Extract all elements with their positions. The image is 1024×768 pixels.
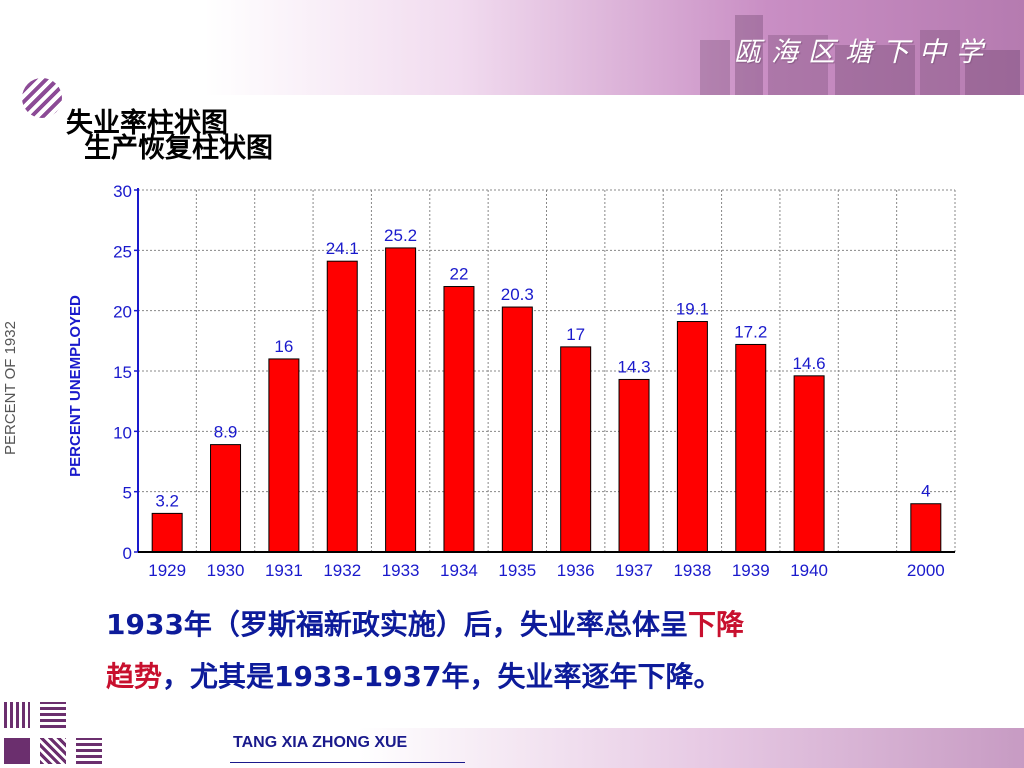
- x-tick-label: 1933: [382, 561, 420, 580]
- pattern-square-icon: [40, 738, 66, 764]
- value-label: 17: [566, 325, 585, 344]
- y-tick-label: 10: [113, 423, 132, 442]
- x-tick-label: 1929: [148, 561, 186, 580]
- bar: [735, 343, 767, 553]
- x-tick-label: 1934: [440, 561, 478, 580]
- bar: [793, 375, 825, 553]
- y-tick-label: 30: [113, 182, 132, 201]
- pattern-square-icon: [4, 738, 30, 764]
- x-tick-label: 1935: [498, 561, 536, 580]
- footer-band: [0, 728, 1024, 768]
- value-label: 16: [274, 337, 293, 356]
- value-label: 4: [921, 482, 930, 501]
- value-label: 14.6: [793, 354, 826, 373]
- value-label: 25.2: [384, 226, 417, 245]
- footer-underline: [230, 762, 465, 763]
- bar: [676, 321, 708, 553]
- footer-text: TANG XIA ZHONG XUE: [233, 734, 408, 751]
- school-name: 瓯海区塘下中学: [734, 37, 993, 68]
- x-tick-label: 1930: [207, 561, 245, 580]
- caption-line1-main: 1933年（罗斯福新政实施）后，: [106, 608, 520, 641]
- caption-line1-red: 下降: [687, 608, 744, 641]
- bar: [268, 358, 300, 553]
- pattern-square-icon: [76, 738, 102, 764]
- y-axis-title: PERCENT UNEMPLOYED: [67, 295, 84, 477]
- y-tick-label: 5: [123, 484, 132, 503]
- caption-line1-overlay: 失业率总体呈: [519, 608, 688, 641]
- header-band: [0, 0, 1024, 95]
- bar: [326, 260, 358, 553]
- x-tick-label: 1938: [673, 561, 711, 580]
- slide-title-a: 失业率柱状图: [66, 108, 228, 139]
- x-tick-label: 1932: [323, 561, 361, 580]
- y-tick-label: 20: [113, 303, 132, 322]
- x-tick-label: 1936: [557, 561, 595, 580]
- slide-title-b: 生产恢复柱状图: [84, 133, 273, 164]
- x-tick-label: 2000: [907, 561, 945, 580]
- value-label: 8.9: [214, 423, 238, 442]
- bar: [210, 444, 242, 553]
- campus-building-image: [700, 15, 1020, 95]
- x-tick-label: 1937: [615, 561, 653, 580]
- caption-line-1: 1933年（罗斯福新政实施）后，失业率总体呈下降: [106, 603, 744, 643]
- bar: [385, 247, 417, 553]
- value-label: 19.1: [676, 300, 709, 319]
- x-tick-label: 1931: [265, 561, 303, 580]
- caption-line2-main: ，尤其是1933-1937年，: [162, 660, 498, 693]
- x-tick-label: 1939: [732, 561, 770, 580]
- caption-line2-red: 趋势: [106, 660, 163, 693]
- value-label: 14.3: [617, 357, 650, 376]
- value-label: 24.1: [326, 239, 359, 258]
- bar: [910, 503, 942, 553]
- value-label: 3.2: [155, 491, 179, 510]
- bar: [501, 306, 533, 553]
- x-tick-label: 1940: [790, 561, 828, 580]
- bar: [443, 286, 475, 553]
- value-label: 17.2: [734, 322, 767, 341]
- value-label: 22: [450, 265, 469, 284]
- bar: [151, 512, 183, 553]
- bar: [618, 378, 650, 553]
- striped-ball-icon: [22, 78, 62, 118]
- bar: [560, 346, 592, 553]
- unemployment-bar-chart: 0 5 10 15 20 25 30 3.2 1929 8.9 1930 16 1931 24.1 1932…: [67, 182, 956, 580]
- y-tick-label: 15: [113, 363, 132, 382]
- caption-line2-end: 下降。: [637, 660, 722, 693]
- caption-line2-overlay: 失业率逐年: [497, 660, 638, 693]
- value-label: 20.3: [501, 285, 534, 304]
- pattern-square-icon: [40, 702, 66, 728]
- caption-line-2: 趋势，尤其是1933-1937年，失业率逐年下降。: [106, 655, 722, 695]
- pattern-square-icon: [4, 702, 30, 728]
- y-tick-label: 25: [113, 242, 132, 261]
- y-tick-label: 0: [123, 544, 132, 563]
